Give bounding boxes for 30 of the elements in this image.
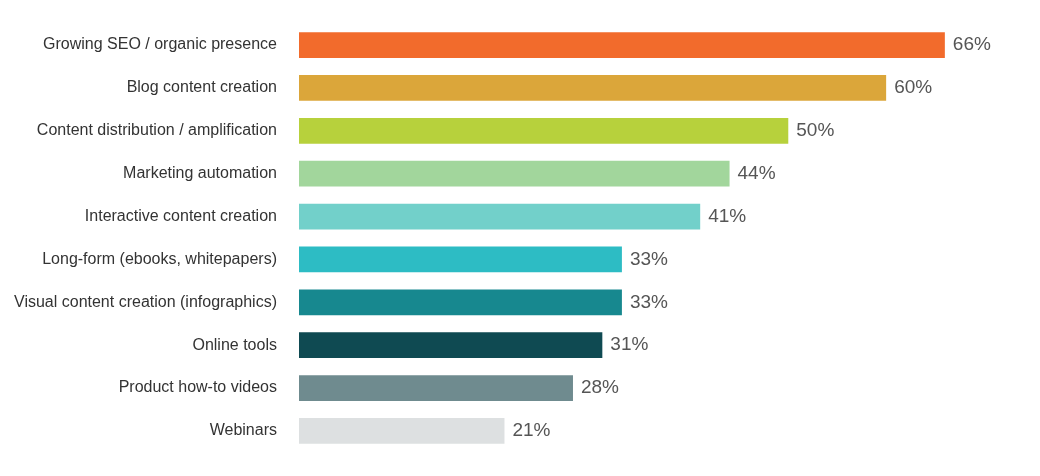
y-tick-label: Blog content creation [126, 78, 277, 96]
y-tick-label: Content distribution / amplification [36, 121, 277, 139]
data-label: 41% [708, 204, 747, 226]
bar [298, 117, 789, 144]
bar [298, 32, 945, 58]
data-label: 50% [796, 119, 835, 141]
data-label: 33% [629, 247, 669, 269]
y-tick-label: Online tools [192, 335, 277, 353]
data-label: 44% [737, 161, 776, 183]
bar [298, 418, 505, 444]
y-tick-label: Interactive content creation [84, 206, 277, 224]
bar [298, 289, 622, 316]
y-tick-label: Visual content creation (infographics) [13, 292, 277, 310]
data-label: 21% [512, 419, 551, 441]
bar [298, 375, 573, 401]
data-label: 66% [952, 33, 991, 55]
bar [298, 246, 622, 273]
bar [298, 332, 603, 359]
data-label: 28% [580, 376, 620, 398]
data-label: 31% [610, 333, 649, 355]
data-label: 60% [894, 76, 933, 98]
y-tick-label: Webinars [209, 421, 277, 439]
bar [298, 160, 730, 187]
bar [298, 203, 701, 230]
data-label: 33% [629, 290, 669, 312]
y-tick-label: Growing SEO / organic presence [43, 35, 278, 53]
y-tick-label: Long-form (ebooks, whitepapers) [42, 249, 277, 267]
y-tick-label: Product how-to videos [118, 378, 277, 396]
y-tick-label: Marketing automation [123, 164, 277, 182]
bar [298, 75, 887, 101]
